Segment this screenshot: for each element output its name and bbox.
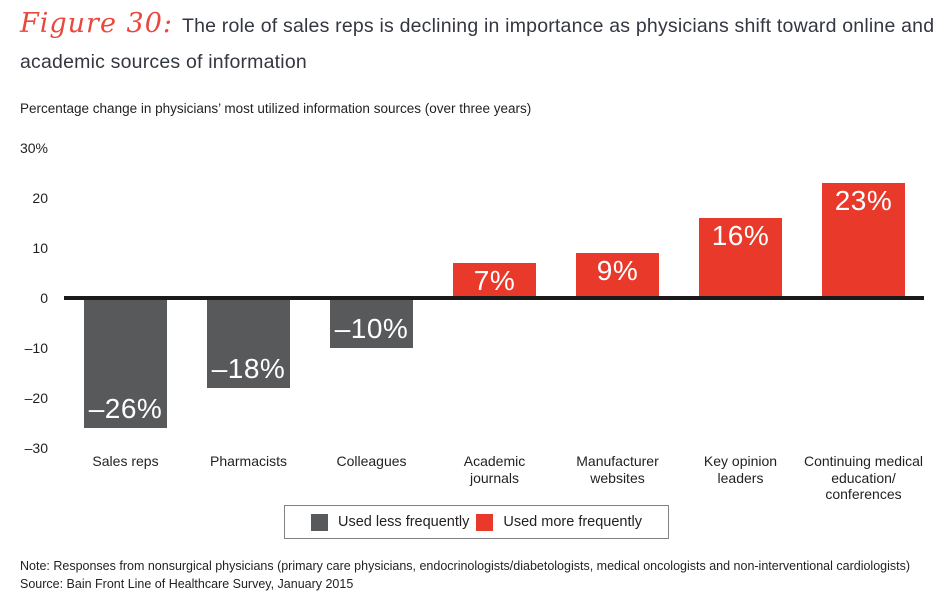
bar-manufacturer-websites: 9% [576,253,659,298]
legend-item-used-more-frequently: Used more frequently [476,513,642,531]
legend-swatch-used-more [476,513,494,531]
bar-continuing-medical-education-conferences: 23% [822,183,905,298]
bar-value-label: 7% [473,265,516,296]
figure-title-line1: The role of sales reps is declining in i… [181,15,935,37]
legend-swatch-used-less [311,513,328,531]
bar-value-label: –18% [211,353,286,384]
chart-legend: Used less frequently Used more frequentl… [284,505,669,539]
y-axis-tick-label: –30 [24,440,48,456]
figure-title: Figure 30: The role of sales reps is decl… [20,6,934,80]
y-axis-tick-label: 20 [32,190,48,206]
category-label-colleagues: Colleagues [336,453,407,469]
figure-number-label: Figure 30: [20,8,173,39]
category-label-sales-reps: Sales reps [92,453,159,469]
legend-label-used-more: Used more frequently [503,514,642,530]
category-label-continuing-medical-education-conferences: Continuing medical education/conferences [803,453,924,502]
y-axis-tick-label: 10 [32,240,48,256]
bar-value-label: 23% [834,185,893,216]
legend-item-used-less-frequently: Used less frequently [311,513,470,531]
bar-value-label: 16% [711,220,770,251]
zero-axis-line [64,296,924,300]
bar-value-label: 9% [596,255,639,286]
bar-pharmacists: –18% [207,298,290,388]
chart-subtitle: Percentage change in physicians’ most ut… [20,101,532,116]
category-label-manufacturer-websites: Manufacturer websites [576,453,659,486]
bar-colleagues: –10% [330,298,413,348]
category-label-pharmacists: Pharmacists [209,453,288,469]
bar-academic-journals: 7% [453,263,536,298]
legend-label-used-less: Used less frequently [338,514,470,530]
y-axis-tick-label: –10 [24,340,48,356]
y-axis-tick-label: 30% [19,140,48,156]
y-axis-tick-label: –20 [24,390,48,406]
category-label-academic-journals: Academic journals [463,453,526,486]
bar-value-label: –26% [88,393,163,424]
category-label-key-opinion-leaders: Key opinion leaders [703,453,778,486]
note-line: Note: Responses from nonsurgical physici… [20,559,911,573]
bar-sales-reps: –26% [84,298,167,428]
figure-footnotes: Note: Responses from nonsurgical physici… [20,558,910,593]
figure-title-line2: academic sources of information [20,51,307,73]
source-line: Source: Bain Front Line of Healthcare Su… [20,576,354,591]
bar-key-opinion-leaders: 16% [699,218,782,298]
bar-value-label: –10% [334,313,409,344]
y-axis-tick-label: 0 [40,290,48,306]
